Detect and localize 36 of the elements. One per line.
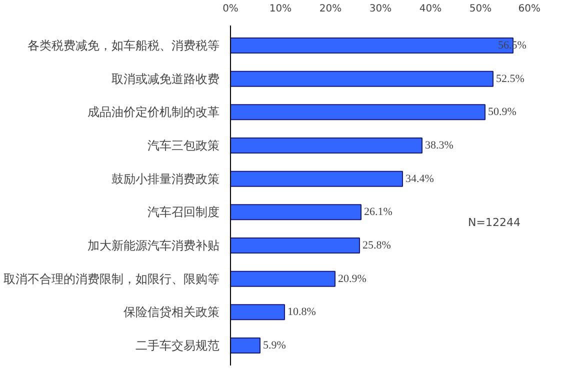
- bar: [230, 204, 362, 220]
- data-label: 26.1%: [364, 206, 392, 218]
- x-tick-label: 40%: [419, 4, 442, 14]
- y-tick-label: 汽车三包政策: [148, 138, 220, 152]
- y-tick-label: 汽车召回制度: [148, 205, 220, 220]
- bar: [230, 104, 486, 120]
- x-tick-label: 10%: [269, 4, 292, 14]
- annotation: N=12244: [468, 216, 521, 229]
- y-tick-label: 取消或减免道路收费: [112, 72, 220, 86]
- data-label: 5.9%: [263, 340, 286, 352]
- y-tick-label: 各类税费减免，如车船税、消费税等: [28, 38, 220, 52]
- y-tick-label: 成品油价定价机制的改革: [88, 105, 220, 120]
- data-label: 34.4%: [406, 172, 434, 185]
- y-tick-label: 鼓励小排量消费政策: [112, 172, 220, 186]
- bar: [230, 70, 494, 87]
- data-label: 52.5%: [496, 72, 524, 85]
- bar: [230, 170, 403, 187]
- x-tick-label: 20%: [319, 4, 342, 14]
- bar: [230, 238, 360, 254]
- bar: [230, 338, 260, 354]
- y-tick-label: 加大新能源汽车消费补贴: [88, 238, 220, 252]
- y-tick-label: 二手车交易规范: [136, 338, 220, 352]
- x-tick-label: 30%: [369, 4, 392, 14]
- bar: [230, 304, 285, 320]
- data-label: 50.9%: [488, 106, 516, 118]
- data-label: 20.9%: [338, 272, 366, 285]
- x-tick-label: 0%: [222, 4, 238, 14]
- x-tick-label: 50%: [469, 4, 492, 14]
- bar: [230, 270, 336, 287]
- data-label: 38.3%: [425, 140, 454, 152]
- data-label: 25.8%: [362, 240, 391, 252]
- x-tick-label: 60%: [518, 4, 541, 14]
- bar: [230, 138, 422, 154]
- y-tick-label: 保险信贷相关政策: [124, 305, 220, 320]
- data-label: 10.8%: [288, 306, 316, 318]
- y-tick-label: 取消不合理的消费限制，如限行、限购等: [4, 272, 220, 286]
